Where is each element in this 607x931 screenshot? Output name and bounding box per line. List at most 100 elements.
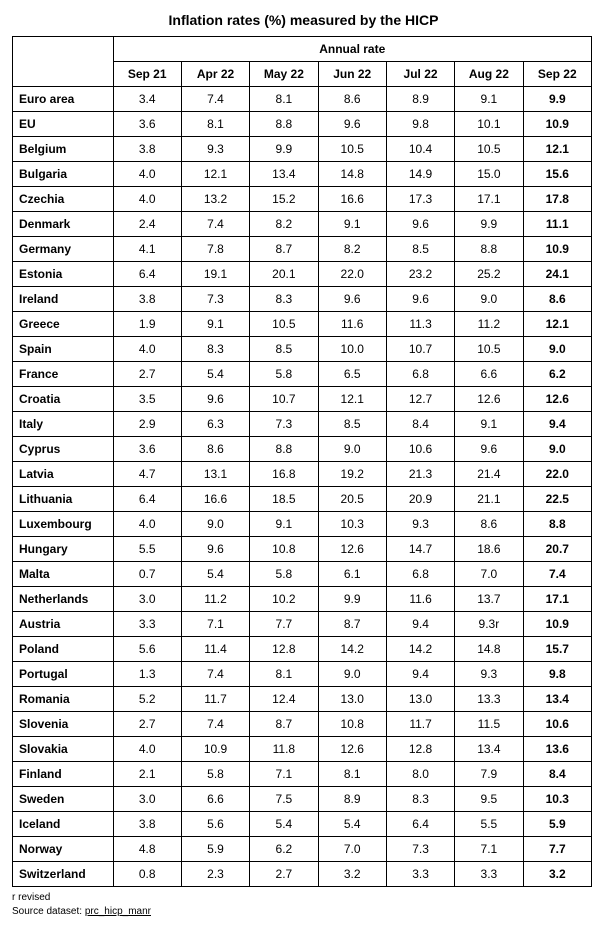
cell: 9.6 <box>386 287 454 312</box>
cell: 7.0 <box>318 837 386 862</box>
cell: 4.7 <box>113 462 181 487</box>
cell: 8.6 <box>455 512 523 537</box>
cell: 17.8 <box>523 187 591 212</box>
cell: 8.3 <box>386 787 454 812</box>
cell: 9.0 <box>318 662 386 687</box>
cell: 10.0 <box>318 337 386 362</box>
cell: 8.6 <box>181 437 249 462</box>
cell: 5.9 <box>523 812 591 837</box>
cell: 7.8 <box>181 237 249 262</box>
cell: 9.6 <box>181 537 249 562</box>
table-row: Denmark2.47.48.29.19.69.911.1 <box>13 212 592 237</box>
cell: 0.7 <box>113 562 181 587</box>
cell: 1.3 <box>113 662 181 687</box>
table-row: Malta0.75.45.86.16.87.07.4 <box>13 562 592 587</box>
cell: 4.8 <box>113 837 181 862</box>
cell: 15.6 <box>523 162 591 187</box>
cell: 16.6 <box>318 187 386 212</box>
cell: 4.0 <box>113 187 181 212</box>
cell: 5.8 <box>250 562 318 587</box>
cell: 8.0 <box>386 762 454 787</box>
cell: 9.6 <box>181 387 249 412</box>
row-label: Sweden <box>13 787 114 812</box>
cell: 13.1 <box>181 462 249 487</box>
source-dataset-link[interactable]: prc_hicp_manr <box>85 906 151 917</box>
cell: 24.1 <box>523 262 591 287</box>
cell: 8.1 <box>250 87 318 112</box>
table-row: Croatia3.59.610.712.112.712.612.6 <box>13 387 592 412</box>
col-h-6: Sep 22 <box>523 62 591 87</box>
table-row: Switzerland0.82.32.73.23.33.33.2 <box>13 862 592 887</box>
cell: 9.3r <box>455 612 523 637</box>
col-h-0: Sep 21 <box>113 62 181 87</box>
cell: 3.8 <box>113 812 181 837</box>
cell: 11.7 <box>386 712 454 737</box>
cell: 22.5 <box>523 487 591 512</box>
cell: 10.5 <box>455 337 523 362</box>
cell: 13.4 <box>455 737 523 762</box>
cell: 8.7 <box>250 712 318 737</box>
col-h-3: Jun 22 <box>318 62 386 87</box>
row-label: Spain <box>13 337 114 362</box>
table-row: Germany4.17.88.78.28.58.810.9 <box>13 237 592 262</box>
cell: 9.9 <box>455 212 523 237</box>
table-row: Ireland3.87.38.39.69.69.08.6 <box>13 287 592 312</box>
cell: 3.8 <box>113 137 181 162</box>
cell: 5.8 <box>250 362 318 387</box>
row-label: Luxembourg <box>13 512 114 537</box>
cell: 22.0 <box>318 262 386 287</box>
cell: 8.3 <box>181 337 249 362</box>
footnote-source-label: Source dataset: <box>12 906 85 917</box>
cell: 3.5 <box>113 387 181 412</box>
cell: 9.9 <box>523 87 591 112</box>
row-label: Czechia <box>13 187 114 212</box>
cell: 9.3 <box>455 662 523 687</box>
cell: 10.7 <box>386 337 454 362</box>
table-row: Cyprus3.68.68.89.010.69.69.0 <box>13 437 592 462</box>
cell: 13.6 <box>523 737 591 762</box>
cell: 3.2 <box>318 862 386 887</box>
row-label: Switzerland <box>13 862 114 887</box>
row-label: France <box>13 362 114 387</box>
cell: 12.6 <box>455 387 523 412</box>
row-label: Germany <box>13 237 114 262</box>
cell: 21.3 <box>386 462 454 487</box>
cell: 10.9 <box>181 737 249 762</box>
table-row: Bulgaria4.012.113.414.814.915.015.6 <box>13 162 592 187</box>
cell: 16.8 <box>250 462 318 487</box>
cell: 5.6 <box>181 812 249 837</box>
table-row: Spain4.08.38.510.010.710.59.0 <box>13 337 592 362</box>
cell: 7.3 <box>181 287 249 312</box>
cell: 7.5 <box>250 787 318 812</box>
cell: 9.1 <box>250 512 318 537</box>
cell: 9.5 <box>455 787 523 812</box>
cell: 21.4 <box>455 462 523 487</box>
cell: 6.4 <box>113 262 181 287</box>
row-label: Finland <box>13 762 114 787</box>
cell: 5.4 <box>181 562 249 587</box>
row-label: Cyprus <box>13 437 114 462</box>
cell: 20.5 <box>318 487 386 512</box>
cell: 7.9 <box>455 762 523 787</box>
cell: 7.4 <box>523 562 591 587</box>
cell: 7.4 <box>181 662 249 687</box>
cell: 0.8 <box>113 862 181 887</box>
cell: 9.6 <box>318 287 386 312</box>
cell: 15.0 <box>455 162 523 187</box>
cell: 13.7 <box>455 587 523 612</box>
cell: 9.3 <box>181 137 249 162</box>
cell: 10.1 <box>455 112 523 137</box>
cell: 8.1 <box>250 662 318 687</box>
cell: 10.3 <box>318 512 386 537</box>
cell: 9.1 <box>455 412 523 437</box>
cell: 19.1 <box>181 262 249 287</box>
row-label: Estonia <box>13 262 114 287</box>
cell: 8.7 <box>250 237 318 262</box>
cell: 8.7 <box>318 612 386 637</box>
cell: 12.4 <box>250 687 318 712</box>
cell: 13.2 <box>181 187 249 212</box>
cell: 8.6 <box>523 287 591 312</box>
table-row: Romania5.211.712.413.013.013.313.4 <box>13 687 592 712</box>
cell: 8.5 <box>250 337 318 362</box>
cell: 7.1 <box>455 837 523 862</box>
